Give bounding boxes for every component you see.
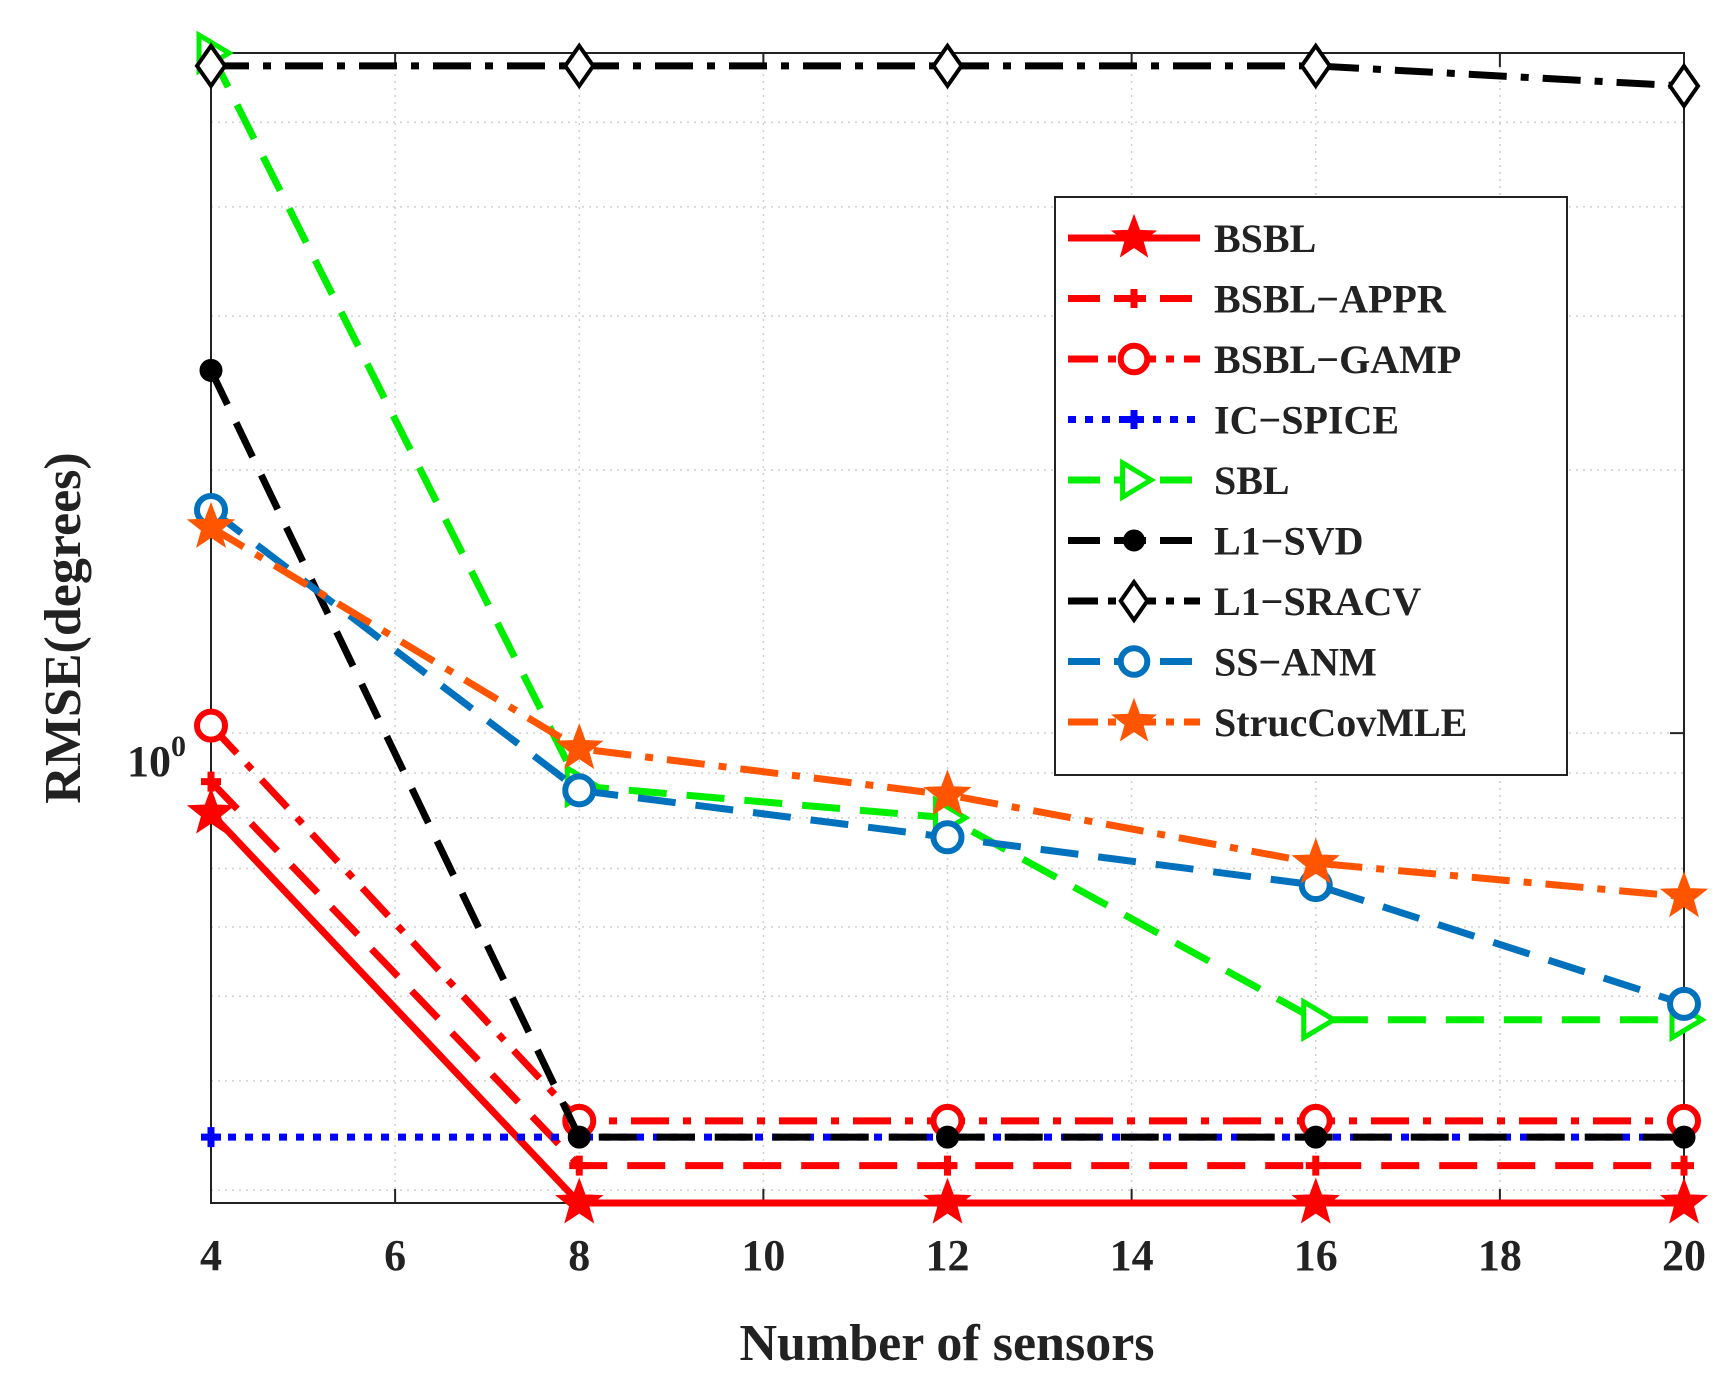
y-axis-label: RMSE(degrees) bbox=[35, 452, 92, 803]
data-point-ss-anm bbox=[1667, 986, 1701, 1021]
data-point-l1-svd bbox=[567, 1125, 591, 1149]
legend-entry-l1-svd: L1−SVD bbox=[1068, 519, 1364, 564]
data-point-l1-svd bbox=[1672, 1125, 1696, 1149]
legend-label-ss-anm: SS−ANM bbox=[1214, 640, 1377, 685]
data-point-bsbl-appr bbox=[937, 1155, 958, 1176]
series-line-l1-sracv bbox=[211, 62, 1685, 90]
data-point-ss-anm bbox=[562, 773, 597, 808]
data-point-bsbl-appr bbox=[201, 771, 221, 792]
legend-label-ic-spice: IC−SPICE bbox=[1214, 398, 1399, 443]
series-bsbl-appr bbox=[201, 771, 1694, 1176]
series-l1-svd bbox=[199, 358, 1696, 1149]
data-point-l1-svd bbox=[1304, 1125, 1328, 1149]
legend-marker-bsbl bbox=[1110, 213, 1158, 258]
data-point-struccovmle bbox=[923, 769, 972, 816]
legend: BSBL BSBL−APPR BSBL−GAMP IC−SPICE SBL L1−SVD L… bbox=[1054, 196, 1568, 776]
data-point-struccovmle bbox=[1291, 837, 1340, 884]
legend-label-l1-svd: L1−SVD bbox=[1214, 519, 1364, 564]
series-l1-sracv bbox=[194, 42, 1701, 110]
legend-entry-bsbl: BSBL bbox=[1068, 213, 1316, 261]
legend-entry-ic-spice: IC−SPICE bbox=[1068, 398, 1399, 443]
y-tick-exponent: 0 bbox=[171, 730, 186, 763]
x-tick-label: 20 bbox=[1662, 1231, 1706, 1280]
data-point-bsbl bbox=[186, 787, 236, 834]
x-tick-label: 12 bbox=[926, 1231, 970, 1280]
x-tick-label: 16 bbox=[1294, 1231, 1338, 1280]
data-point-struccovmle bbox=[1659, 871, 1709, 918]
data-point-l1-sracv bbox=[1667, 62, 1701, 110]
data-point-struccovmle bbox=[555, 723, 604, 770]
data-point-bsbl bbox=[1291, 1177, 1340, 1224]
x-tick-label: 6 bbox=[384, 1231, 406, 1280]
data-point-l1-svd bbox=[199, 358, 223, 382]
legend-label-bsbl-gamp: BSBL−GAMP bbox=[1214, 337, 1461, 382]
legend-marker-sbl bbox=[1120, 458, 1156, 502]
data-point-l1-sracv bbox=[562, 42, 596, 90]
series-layer bbox=[186, 30, 1709, 1224]
legend-entry-ss-anm: SS−ANM bbox=[1068, 640, 1377, 685]
series-struccovmle bbox=[186, 501, 1709, 918]
x-axis-label: Number of sensors bbox=[739, 1315, 1154, 1372]
legend-marker-ss-anm bbox=[1117, 645, 1151, 678]
data-point-bsbl bbox=[555, 1177, 604, 1224]
y-tick-base: 10 bbox=[127, 737, 171, 786]
data-point-bsbl bbox=[1659, 1177, 1709, 1224]
data-point-l1-svd bbox=[936, 1125, 959, 1149]
data-point-bsbl-appr bbox=[569, 1155, 590, 1176]
legend-label-sbl: SBL bbox=[1214, 458, 1290, 503]
legend-entry-struccovmle: StrucCovMLE bbox=[1068, 697, 1467, 745]
y-tick-label: 100 bbox=[127, 730, 186, 786]
legend-entry-sbl: SBL bbox=[1068, 458, 1290, 503]
legend-marker-l1-svd bbox=[1123, 529, 1145, 552]
legend-marker-ic-spice bbox=[1124, 410, 1144, 429]
legend-entry-bsbl-gamp: BSBL−GAMP bbox=[1068, 337, 1461, 382]
data-point-sbl bbox=[1301, 997, 1339, 1043]
legend-label-bsbl-appr: BSBL−APPR bbox=[1214, 277, 1447, 322]
data-point-ic-spice bbox=[201, 1127, 221, 1148]
x-tick-label: 18 bbox=[1478, 1231, 1522, 1280]
legend-entries: BSBL BSBL−APPR BSBL−GAMP IC−SPICE SBL L1−SVD L… bbox=[1068, 213, 1467, 745]
legend-marker-bsbl-appr bbox=[1124, 289, 1144, 308]
data-point-bsbl bbox=[923, 1177, 972, 1224]
legend-marker-bsbl-gamp bbox=[1117, 342, 1151, 376]
series-bsbl-gamp bbox=[194, 708, 1701, 1138]
data-point-l1-sracv bbox=[1299, 42, 1333, 90]
x-tick-label: 4 bbox=[200, 1231, 222, 1280]
legend-marker-l1-sracv bbox=[1118, 578, 1150, 624]
data-point-l1-sracv bbox=[931, 42, 964, 90]
legend-entry-l1-sracv: L1−SRACV bbox=[1068, 578, 1421, 624]
series-bsbl bbox=[186, 787, 1709, 1224]
data-point-l1-sracv bbox=[194, 42, 228, 90]
legend-label-l1-sracv: L1−SRACV bbox=[1214, 579, 1421, 624]
data-point-ss-anm bbox=[930, 820, 965, 855]
legend-label-struccovmle: StrucCovMLE bbox=[1214, 700, 1467, 745]
legend-entry-bsbl-appr: BSBL−APPR bbox=[1068, 277, 1447, 322]
legend-marker-struccovmle bbox=[1110, 697, 1158, 742]
data-point-bsbl-gamp bbox=[194, 708, 228, 743]
data-point-struccovmle bbox=[186, 501, 236, 548]
x-tick-label: 14 bbox=[1110, 1231, 1154, 1280]
x-tick-label: 10 bbox=[741, 1231, 785, 1280]
x-tick-label: 8 bbox=[568, 1231, 590, 1280]
legend-label-bsbl: BSBL bbox=[1214, 216, 1316, 261]
data-point-bsbl-appr bbox=[1305, 1155, 1326, 1176]
data-point-bsbl-appr bbox=[1674, 1155, 1694, 1176]
